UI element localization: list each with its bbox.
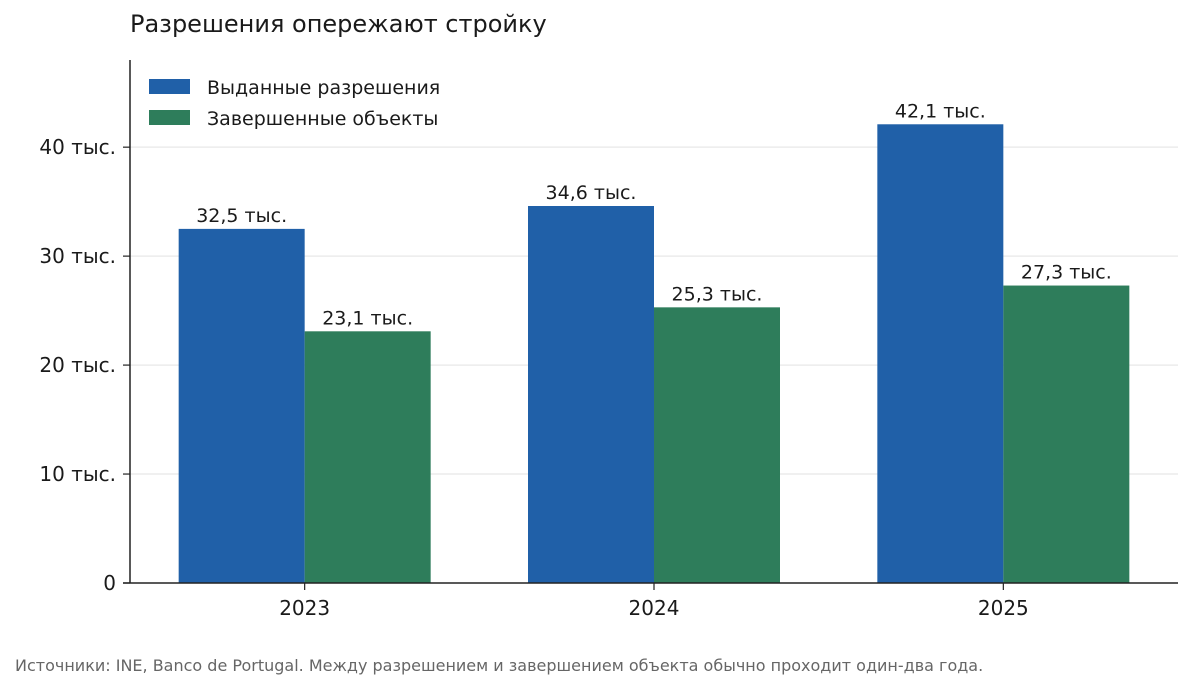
x-tick-label: 2025 (978, 596, 1029, 620)
x-tick-label: 2023 (279, 596, 330, 620)
bar-value-label: 32,5 тыс. (196, 205, 287, 227)
bar-value-label: 27,3 тыс. (1021, 262, 1112, 284)
bar-labels: 32,5 тыс. 23,1 тыс. 34,6 тыс. 25,3 тыс. 42,1… (196, 100, 1112, 329)
legend-swatch (149, 110, 190, 125)
y-tick-label: 30 тыс. (39, 244, 116, 268)
source-note: Источники: INE, Banco de Portugal. Между… (15, 656, 984, 675)
bar-value-label: 34,6 тыс. (546, 182, 637, 204)
bar (877, 124, 1004, 584)
y-tick-label: 40 тыс. (39, 135, 116, 159)
legend: Выданные разрешения Завершенные объекты (149, 77, 440, 130)
bar (304, 331, 431, 583)
axes (123, 60, 1178, 590)
bar (528, 206, 654, 584)
x-tick-label: 2024 (629, 596, 680, 620)
legend-swatch (149, 79, 190, 94)
bar-value-label: 23,1 тыс. (322, 307, 413, 329)
bar-value-label: 42,1 тыс. (895, 100, 986, 122)
chart-title: Разрешения опережают стройку (130, 10, 547, 38)
y-tick-label: 20 тыс. (39, 353, 116, 377)
y-tick-label: 0 (103, 571, 116, 595)
bar (654, 307, 780, 583)
bars (178, 124, 1130, 584)
legend-label: Завершенные объекты (207, 108, 438, 130)
y-tick-label: 10 тыс. (39, 462, 116, 486)
bar (1003, 285, 1130, 583)
tick-labels: 0 10 тыс. 20 тыс. 30 тыс. 40 тыс. 2023 2024 202… (39, 135, 1028, 620)
bar (178, 228, 305, 583)
legend-label: Выданные разрешения (207, 77, 440, 99)
bar-value-label: 25,3 тыс. (672, 283, 763, 305)
